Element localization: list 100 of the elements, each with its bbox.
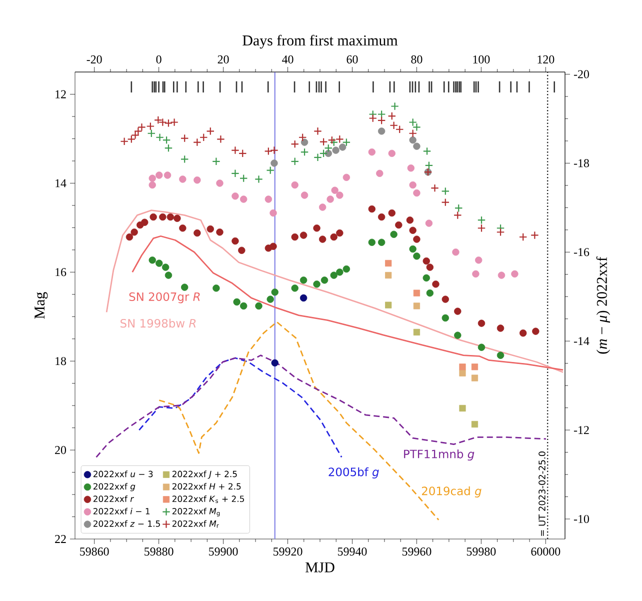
point (300, 276, 308, 284)
point (162, 136, 171, 144)
legend-label: 2022xxf r (93, 495, 134, 502)
point (134, 127, 142, 136)
legend-label: 2022xxf u − 3 (93, 470, 153, 478)
point (330, 272, 338, 279)
point (385, 260, 392, 267)
point (454, 332, 462, 339)
point (378, 238, 386, 246)
point (319, 138, 328, 146)
point (409, 226, 416, 234)
point (194, 176, 201, 184)
x2-axis-title: Days from first maximum (242, 34, 398, 49)
point (496, 352, 504, 359)
point (240, 196, 248, 203)
point (266, 296, 274, 303)
point (342, 265, 350, 273)
point (452, 248, 460, 256)
point (328, 136, 336, 144)
point (233, 298, 240, 306)
point (368, 114, 378, 122)
point (471, 374, 478, 382)
y-tick-label: 12 (56, 90, 66, 98)
point (336, 192, 344, 199)
x-axis-title: MJD (305, 562, 334, 572)
x-tick-label: 59920 (274, 548, 302, 556)
point (330, 138, 338, 146)
point (385, 272, 392, 279)
legend-label: 2022xxf M$_{g}$ (172, 508, 220, 517)
point (180, 155, 189, 164)
point (407, 164, 415, 172)
x2-tick-label: 20 (218, 55, 229, 64)
legend-label: 2022xxf z − 1.5 (93, 520, 160, 527)
point (331, 186, 338, 194)
point (156, 172, 163, 179)
point (408, 129, 417, 138)
point (148, 256, 156, 264)
point (390, 230, 398, 238)
point (324, 144, 333, 152)
point (314, 127, 322, 136)
point (147, 129, 156, 138)
point (318, 236, 326, 243)
point (148, 174, 156, 182)
annotation: SN 1998bw R (120, 318, 196, 328)
point (454, 308, 462, 315)
point (216, 180, 224, 187)
point (413, 189, 420, 197)
point (318, 204, 326, 211)
y2-tick-label: -16 (574, 248, 590, 256)
point (478, 344, 486, 351)
point (385, 302, 392, 308)
point (199, 133, 208, 142)
point (409, 245, 416, 253)
point (413, 236, 420, 243)
point (454, 204, 463, 212)
legend-label: 2022xxf i − 1 (93, 508, 150, 514)
point (206, 127, 215, 136)
y-tick-label: 18 (56, 357, 66, 366)
point (377, 116, 386, 125)
point (388, 150, 396, 157)
point (194, 229, 201, 237)
point (164, 172, 172, 179)
x2-tick-label: -20 (86, 55, 102, 64)
point (378, 128, 386, 135)
point (409, 136, 416, 144)
point (270, 160, 278, 167)
point (368, 148, 376, 156)
point (422, 274, 430, 282)
point (239, 174, 248, 182)
point (270, 209, 277, 217)
y-tick-label: 22 (55, 535, 66, 543)
point (342, 138, 351, 146)
point (378, 213, 386, 221)
point (330, 233, 338, 241)
point (413, 328, 420, 336)
y2-tick-label: -12 (574, 426, 589, 434)
point (216, 135, 225, 144)
point (193, 138, 202, 146)
point (164, 118, 173, 128)
point (206, 225, 214, 233)
point (320, 276, 328, 284)
point (498, 272, 506, 279)
point (164, 272, 172, 279)
point (532, 328, 540, 335)
point (255, 302, 262, 310)
point (266, 166, 275, 174)
point (127, 135, 136, 144)
y2-tick-label: -14 (574, 337, 590, 346)
point (298, 133, 307, 142)
x2-tick-label: 40 (282, 55, 294, 64)
point (472, 270, 480, 278)
point (314, 153, 322, 162)
point (324, 150, 332, 157)
point (376, 170, 384, 178)
point (326, 196, 334, 203)
point (477, 216, 486, 224)
point (441, 198, 450, 206)
point (432, 280, 440, 288)
point (413, 302, 420, 310)
annotation: PTF11mnb g (404, 449, 474, 461)
